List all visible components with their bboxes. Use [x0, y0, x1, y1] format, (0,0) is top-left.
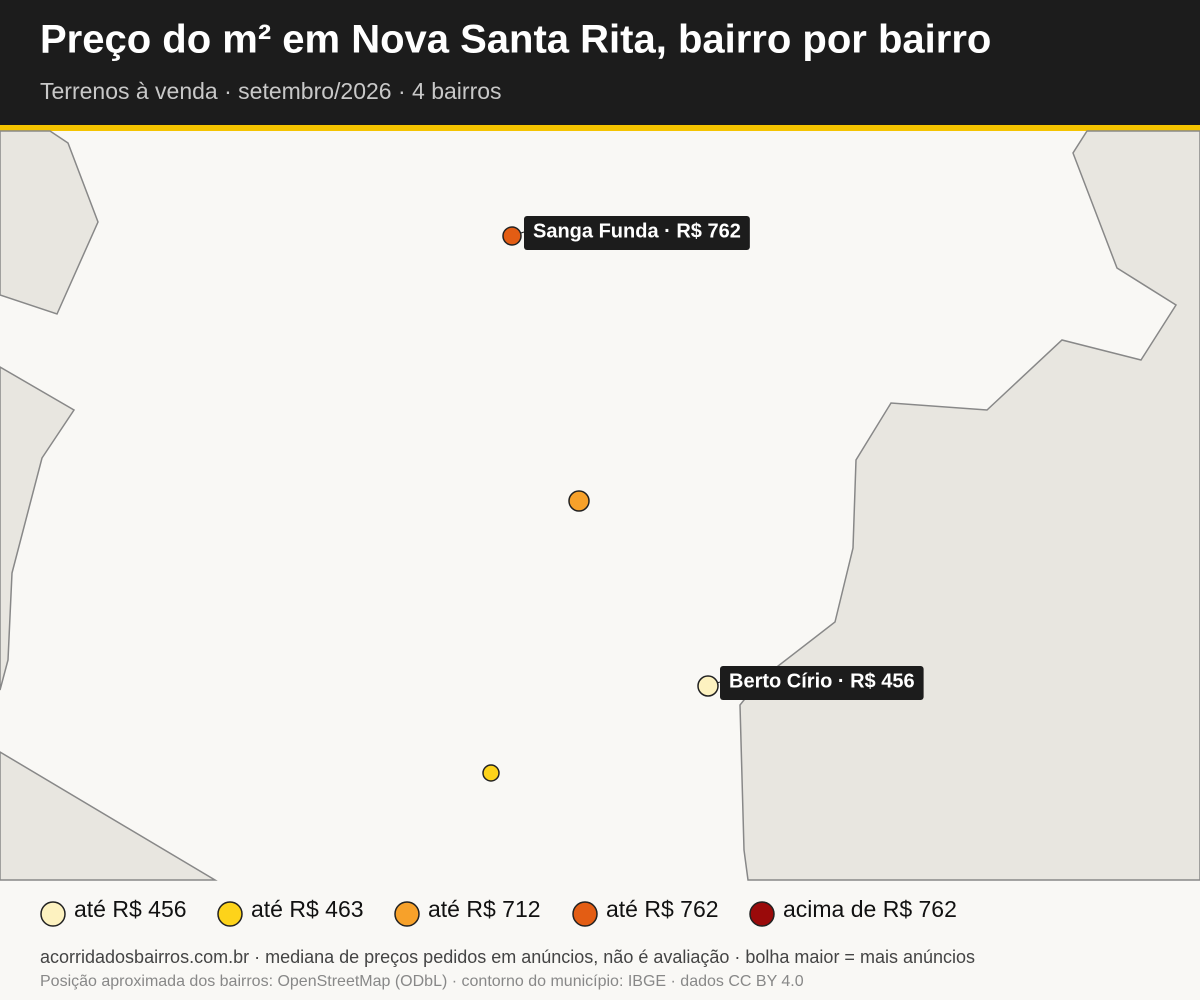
area [0, 366, 76, 691]
points: Sanga Funda · R$ 762 Berto Círio · R$ 456 [482, 216, 924, 782]
title: Preço do m² em Nova Santa Rita, bairro p… [40, 18, 991, 62]
legend-swatch [749, 901, 775, 927]
bairro-point [482, 764, 500, 782]
label-text: Sanga Funda · R$ 762 [533, 220, 741, 242]
legend-swatch [572, 901, 598, 927]
area [0, 130, 99, 315]
bairro-point [697, 675, 719, 697]
accent-bar [0, 125, 1200, 131]
point-label: Sanga Funda · R$ 762 [511, 216, 750, 250]
legend-label: acima de R$ 762 [783, 896, 957, 922]
legend-label: até R$ 463 [251, 896, 364, 922]
legend-swatch [40, 901, 66, 927]
label-box [720, 666, 924, 700]
source-note: acorridadosbairros.com.br · mediana de p… [40, 947, 975, 967]
legend-label: até R$ 456 [74, 896, 187, 922]
label-box [524, 216, 750, 250]
legend-label: até R$ 762 [606, 896, 719, 922]
credits-note: Posição aproximada dos bairros: OpenStre… [40, 973, 804, 990]
label-text: Berto Círio · R$ 456 [729, 670, 915, 692]
subtitle: Terrenos à venda · setembro/2026 · 4 bai… [40, 78, 502, 104]
legend-label: até R$ 712 [428, 896, 541, 922]
area [0, 751, 218, 881]
header-bar [0, 0, 1200, 125]
point-label: Berto Círio · R$ 456 [707, 666, 924, 700]
bairro-point [568, 490, 590, 512]
legend: até R$ 456 até R$ 463 até R$ 712 até R$ 762… [40, 896, 957, 927]
legend-swatch [394, 901, 420, 927]
legend-swatch [217, 901, 243, 927]
bairro-point [502, 226, 522, 246]
